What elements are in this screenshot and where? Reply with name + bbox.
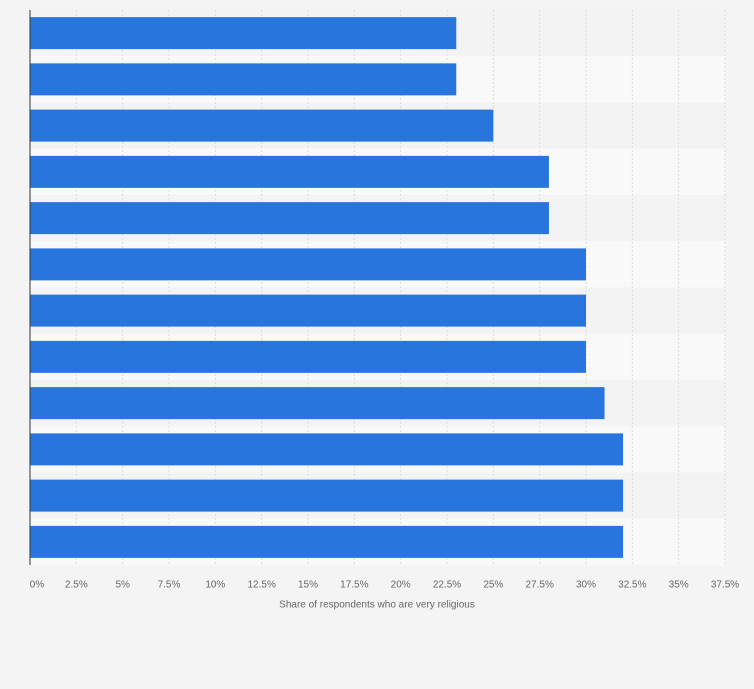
bar [30,294,586,327]
x-tick-label: 22.5% [433,580,461,591]
bar [30,340,586,373]
x-tick-label: 35% [669,580,689,591]
x-tick-label: 0% [30,580,45,591]
x-axis-title: Share of respondents who are very religi… [279,600,475,611]
x-tick-label: 20% [391,580,411,591]
x-tick-label: 5% [115,580,130,591]
bar [30,525,624,558]
bar [30,433,624,466]
x-tick-label: 32.5% [618,580,646,591]
x-tick-label: 25% [483,580,503,591]
bar [30,63,457,96]
bar [30,202,549,235]
x-tick-label: 27.5% [525,580,553,591]
x-tick-label: 7.5% [158,580,181,591]
bar [30,17,457,50]
bar [30,479,624,512]
x-tick-label: 2.5% [65,580,88,591]
x-tick-label: 30% [576,580,596,591]
x-tick-label: 37.5% [711,580,739,591]
bar [30,387,605,420]
x-tick-label: 17.5% [340,580,368,591]
bar [30,109,494,142]
x-tick-label: 15% [298,580,318,591]
bar [30,155,549,188]
bar [30,248,586,281]
x-tick-label: 10% [205,580,225,591]
x-tick-label: 12.5% [247,580,275,591]
